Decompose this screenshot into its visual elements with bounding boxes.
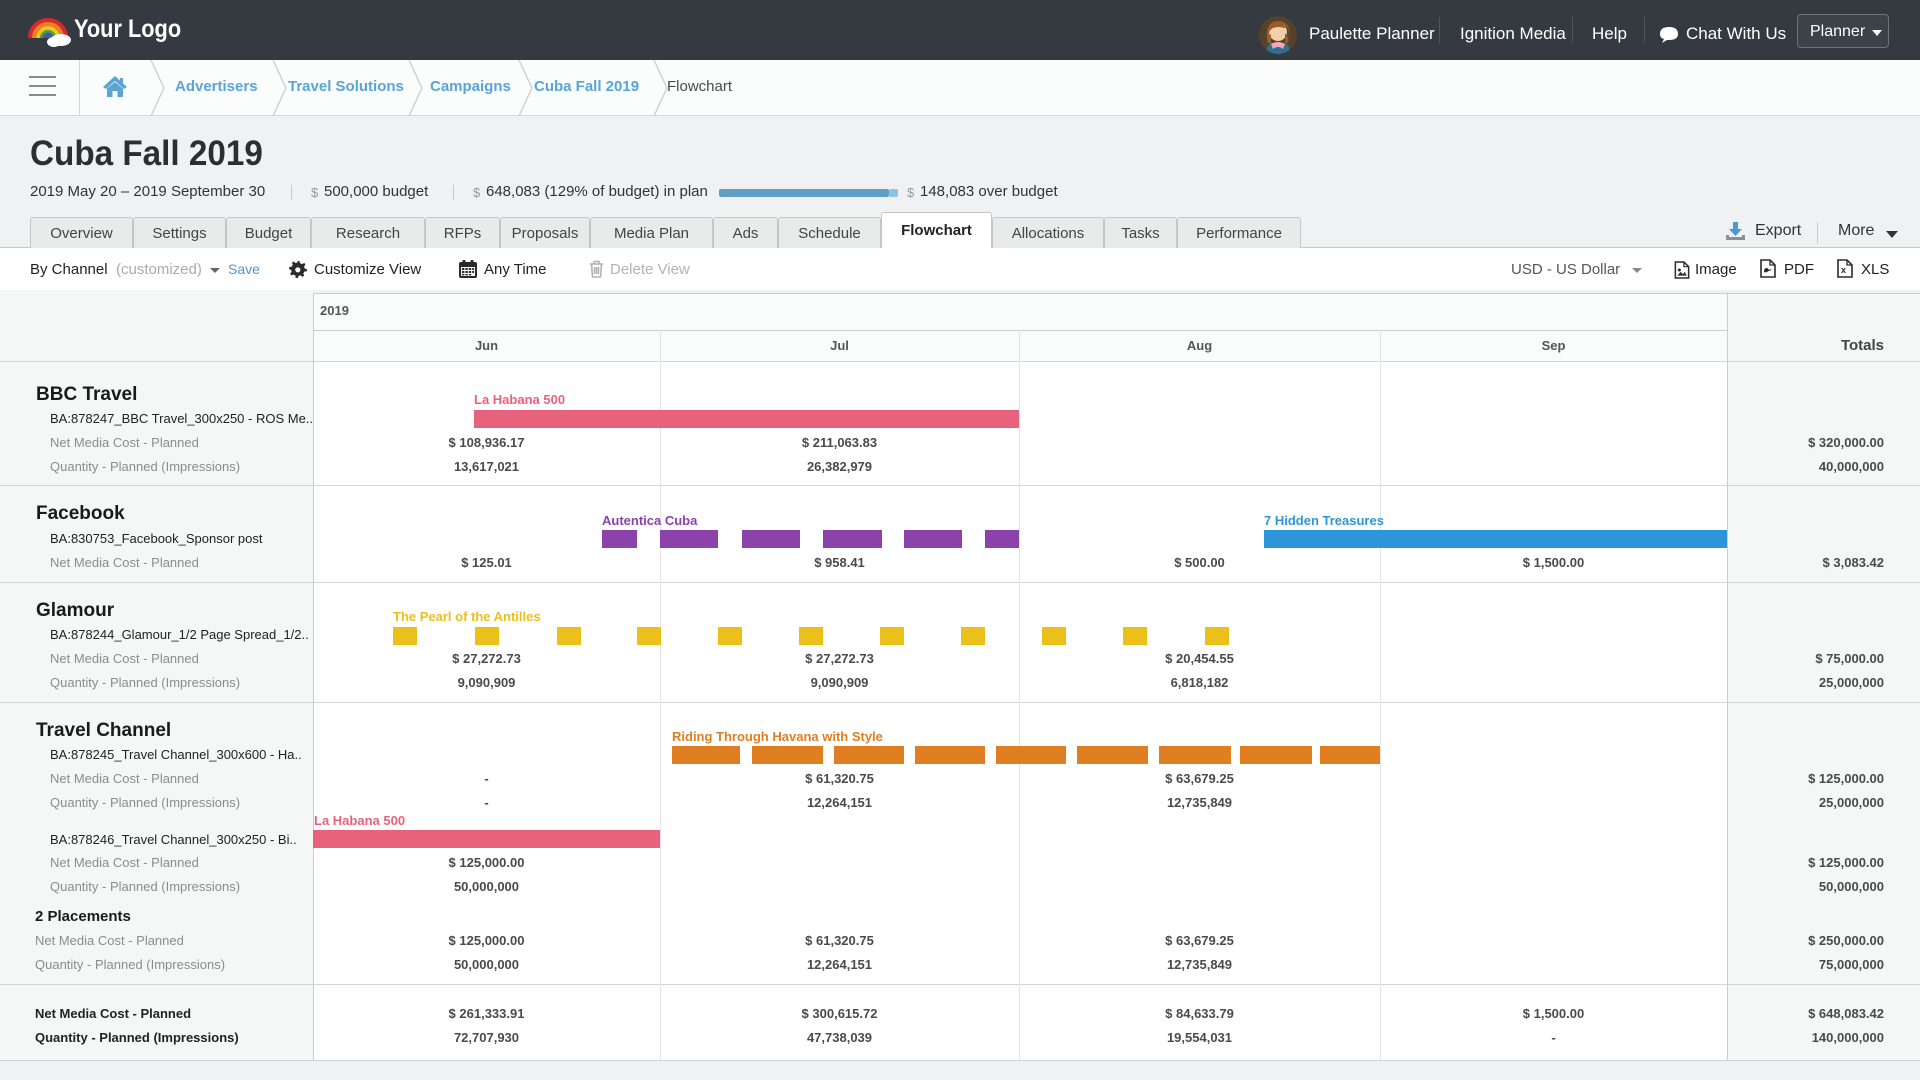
svg-text:x: x	[1841, 265, 1846, 275]
